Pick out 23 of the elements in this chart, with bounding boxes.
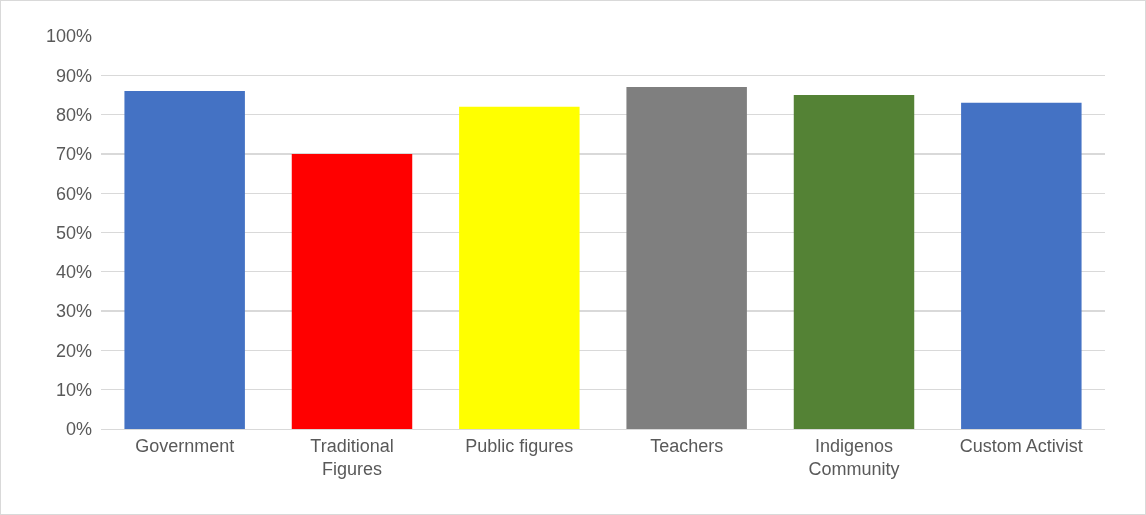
bar: [961, 102, 1082, 429]
x-tick-label: Custom Activist: [959, 435, 1083, 456]
y-tick-label: 80%: [55, 104, 92, 125]
y-tick-label: 100%: [45, 26, 92, 47]
bar: [459, 106, 580, 429]
y-tick-label: 40%: [55, 262, 92, 283]
bar: [291, 153, 413, 429]
bar: [626, 87, 747, 429]
x-tick-label: Teachers: [650, 435, 724, 456]
y-tick-label: 30%: [55, 301, 92, 322]
bar: [124, 91, 245, 429]
y-tick-label: 10%: [55, 380, 92, 400]
y-tick-label: 50%: [55, 222, 92, 243]
x-tick-label: Traditional Figures: [310, 435, 394, 479]
y-tick-label: 60%: [55, 183, 92, 204]
bar: [793, 94, 915, 429]
y-tick-label: 20%: [55, 340, 92, 361]
x-tick-label: Indigenos Community: [808, 435, 900, 479]
y-tick-label: 0%: [65, 419, 92, 440]
x-tick-label: Government: [135, 435, 235, 456]
y-tick-label: 90%: [55, 65, 92, 86]
x-tick-label: Public figures: [465, 435, 574, 456]
y-tick-label: 70%: [55, 144, 92, 165]
